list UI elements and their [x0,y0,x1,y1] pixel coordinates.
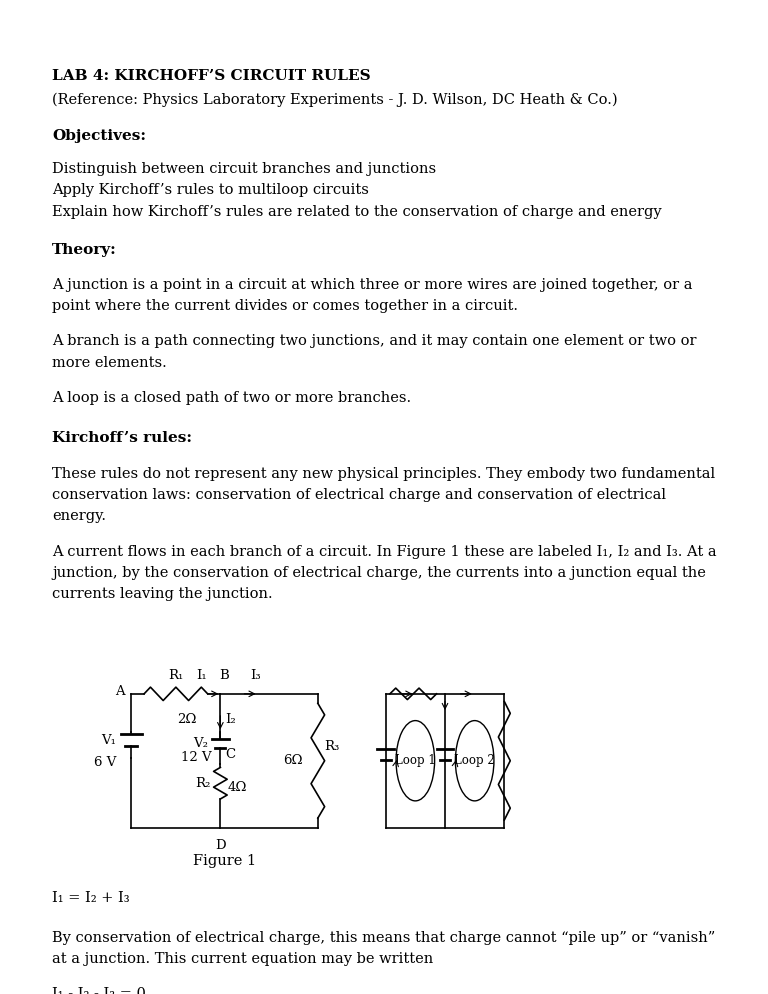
Text: 2Ω: 2Ω [177,713,197,727]
Text: more elements.: more elements. [52,356,167,370]
Text: A current flows in each branch of a circuit. In Figure 1 these are labeled I₁, I: A current flows in each branch of a circ… [52,545,717,559]
Text: I₁ - I₂ - I₃ = 0: I₁ - I₂ - I₃ = 0 [52,987,146,994]
Text: A: A [115,686,124,699]
Text: V₁: V₁ [101,735,116,747]
Text: energy.: energy. [52,509,106,524]
Text: junction, by the conservation of electrical charge, the currents into a junction: junction, by the conservation of electri… [52,566,706,580]
Text: Explain how Kirchoff’s rules are related to the conservation of charge and energ: Explain how Kirchoff’s rules are related… [52,205,662,219]
Text: A junction is a point in a circuit at which three or more wires are joined toget: A junction is a point in a circuit at wh… [52,278,693,292]
Text: Apply Kirchoff’s rules to multiloop circuits: Apply Kirchoff’s rules to multiloop circ… [52,184,369,198]
Text: Theory:: Theory: [52,243,117,256]
Text: 6Ω: 6Ω [283,754,303,767]
Text: A loop is a closed path of two or more branches.: A loop is a closed path of two or more b… [52,391,411,405]
Text: V₂: V₂ [194,737,208,750]
Text: R₂: R₂ [195,776,210,789]
Text: I₁ = I₂ + I₃: I₁ = I₂ + I₃ [52,891,130,905]
Text: at a junction. This current equation may be written: at a junction. This current equation may… [52,952,433,966]
Text: Loop 2: Loop 2 [455,754,495,767]
Text: Distinguish between circuit branches and junctions: Distinguish between circuit branches and… [52,162,436,177]
Text: Kirchoff’s rules:: Kirchoff’s rules: [52,431,192,445]
Text: Figure 1: Figure 1 [193,855,257,869]
Text: point where the current divides or comes together in a circuit.: point where the current divides or comes… [52,299,518,313]
Text: B: B [220,669,230,682]
Text: I₁: I₁ [197,669,207,682]
Text: currents leaving the junction.: currents leaving the junction. [52,586,273,600]
Text: 12 V: 12 V [181,751,212,764]
Text: LAB 4: KIRCHOFF’S CIRCUIT RULES: LAB 4: KIRCHOFF’S CIRCUIT RULES [52,69,371,83]
Text: These rules do not represent any new physical principles. They embody two fundam: These rules do not represent any new phy… [52,467,715,481]
Text: By conservation of electrical charge, this means that charge cannot “pile up” or: By conservation of electrical charge, th… [52,930,715,945]
Text: C: C [226,747,236,760]
Text: (Reference: Physics Laboratory Experiments - J. D. Wilson, DC Heath & Co.): (Reference: Physics Laboratory Experimen… [52,92,617,107]
Text: R₃: R₃ [325,740,340,752]
Text: I₂: I₂ [226,713,237,727]
Text: R₁: R₁ [168,669,184,682]
Text: Loop 1: Loop 1 [395,754,435,767]
Text: conservation laws: conservation of electrical charge and conservation of electri: conservation laws: conservation of elect… [52,488,666,502]
Text: 6 V: 6 V [94,756,116,769]
Text: A branch is a path connecting two junctions, and it may contain one element or t: A branch is a path connecting two juncti… [52,335,697,349]
Text: D: D [215,839,226,852]
Text: Objectives:: Objectives: [52,129,146,143]
Text: I₃: I₃ [250,669,261,682]
Text: 4Ω: 4Ω [227,781,247,794]
